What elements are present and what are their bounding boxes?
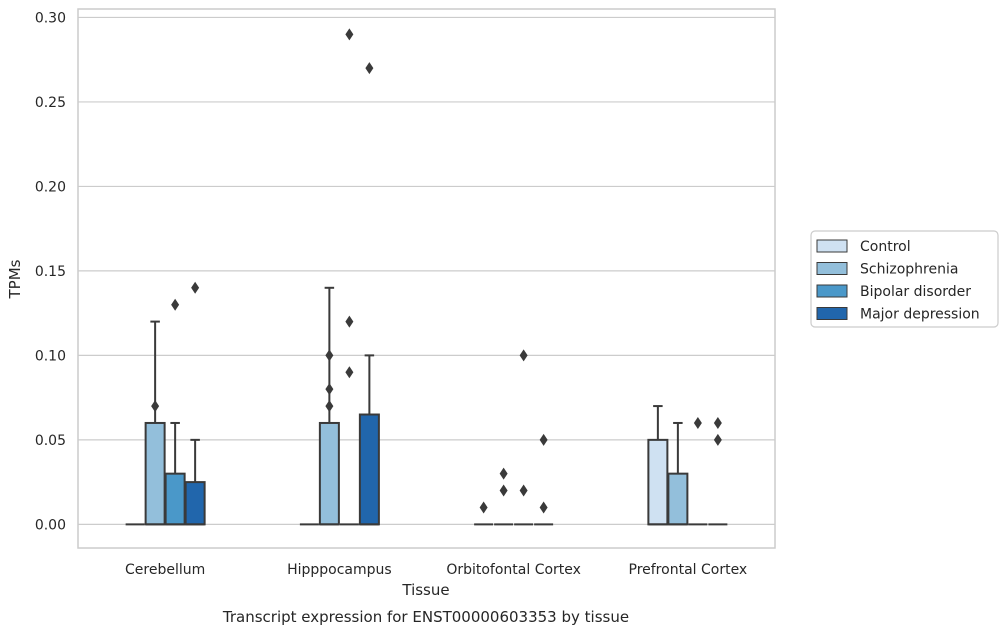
y-tick-label: 0.30	[35, 10, 66, 26]
box-major-depression	[708, 416, 728, 526]
outlier-point	[519, 484, 528, 497]
legend: Control Schizophrenia Bipolar disorder Majo…	[810, 230, 999, 328]
box-bipolar-disorder	[164, 298, 186, 526]
outlier-point	[713, 433, 722, 446]
outlier-point	[325, 349, 334, 362]
outlier-point	[499, 484, 508, 497]
y-tick-label: 0.15	[35, 264, 66, 280]
outlier-point	[325, 383, 334, 396]
box-major-depression	[534, 433, 554, 526]
x-tick-label: Orbitofontal Cortex	[446, 562, 581, 578]
axis-ticks: 0.00 0.05 0.10 0.15 0.20 0.25 0.30 Cerebellum Hi…	[35, 10, 747, 578]
legend-swatch	[816, 307, 848, 320]
y-axis-label: TPMs	[6, 259, 24, 299]
legend-swatch	[816, 284, 848, 298]
outlier-point	[325, 400, 334, 413]
outlier-point	[499, 467, 508, 480]
y-tick-label: 0.00	[35, 517, 66, 533]
outlier-point	[365, 62, 374, 75]
x-tick-label: Prefrontal Cortex	[629, 562, 748, 578]
outlier-point	[345, 366, 354, 379]
outlier-point	[479, 501, 488, 514]
box-schizophrenia	[144, 320, 166, 526]
box-schizophrenia	[667, 421, 689, 526]
outlier-point	[539, 433, 548, 446]
y-tick-label: 0.20	[35, 179, 66, 195]
box-body	[184, 481, 206, 526]
box-body	[144, 421, 166, 526]
box-bipolar-disorder	[339, 28, 359, 526]
y-tick-label: 0.10	[35, 348, 66, 364]
y-tick-label: 0.05	[35, 433, 66, 449]
x-axis-label: Tissue	[401, 581, 449, 599]
box-body	[358, 413, 380, 526]
outlier-point	[345, 315, 354, 328]
outlier-point	[539, 501, 548, 514]
plot-border	[77, 8, 776, 549]
box-body	[647, 438, 669, 526]
outlier-point	[693, 416, 702, 429]
legend-swatch	[816, 239, 848, 253]
box-body	[318, 421, 340, 526]
y-tick-label: 0.25	[35, 95, 66, 111]
plot-frame	[77, 8, 776, 549]
x-tick-label: Cerebellum	[125, 562, 205, 578]
legend-swatch	[816, 262, 848, 275]
outlier-point	[151, 400, 160, 413]
box-body	[164, 472, 186, 526]
legend-label: Schizophrenia	[860, 262, 958, 278]
legend-label: Control	[860, 239, 911, 255]
box-major-depression	[184, 281, 206, 526]
outlier-point	[345, 28, 354, 41]
outlier-point	[713, 416, 722, 429]
box-bipolar-disorder	[514, 349, 534, 526]
legend-label: Major depression	[860, 307, 980, 323]
box-schizophrenia	[318, 286, 340, 526]
legend-box	[810, 230, 999, 328]
outlier-point	[171, 298, 180, 311]
box-major-depression	[358, 62, 380, 526]
box-control	[647, 405, 669, 526]
outlier-point	[519, 349, 528, 362]
box-schizophrenia	[494, 467, 514, 526]
chart-caption: Transcript expression for ENST0000060335…	[222, 608, 629, 626]
box-body	[667, 472, 689, 526]
box-series	[125, 28, 728, 526]
box-control	[474, 501, 494, 526]
outlier-point	[191, 281, 200, 294]
box-bipolar-disorder	[688, 416, 708, 526]
legend-label: Bipolar disorder	[860, 284, 971, 300]
x-tick-label: Hipppocampus	[287, 562, 392, 578]
gridlines	[78, 16, 775, 525]
